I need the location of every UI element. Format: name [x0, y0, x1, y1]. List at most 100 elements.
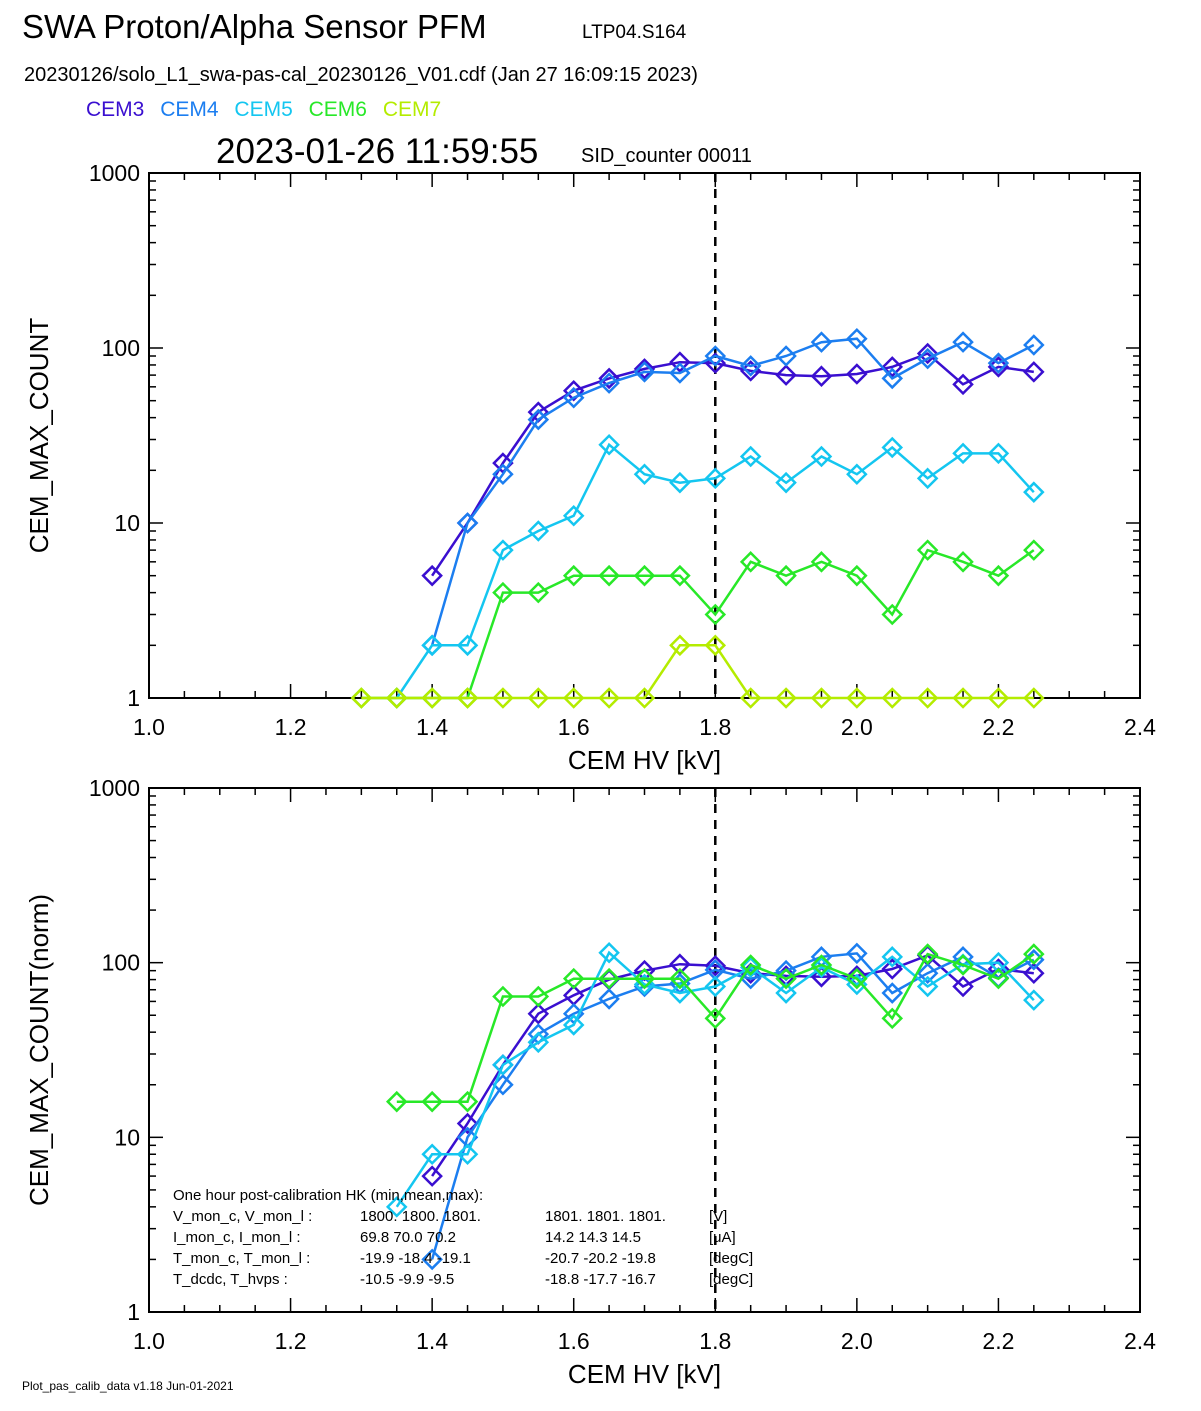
data-point-diamond [739, 687, 762, 709]
data-point-diamond [916, 342, 939, 365]
x-tick-label: 1.4 [416, 1328, 448, 1354]
x-tick-label: 2.0 [841, 714, 873, 740]
data-point-diamond [456, 1143, 479, 1166]
data-point-diamond [1023, 334, 1045, 356]
series-cem5 [385, 433, 1045, 709]
data-point-diamond [669, 564, 691, 587]
data-point-diamond [775, 364, 797, 386]
data-point-diamond [492, 985, 514, 1008]
data-point-diamond [456, 1112, 479, 1135]
hk-row-unit: [uA] [709, 1229, 736, 1246]
x-tick-label: 1.0 [133, 1328, 165, 1354]
data-point-diamond [987, 967, 1010, 990]
data-point-diamond [421, 634, 443, 657]
data-point-diamond [846, 687, 868, 709]
data-point-diamond [810, 966, 833, 988]
data-point-diamond [669, 471, 691, 494]
data-point-diamond [421, 1165, 443, 1187]
data-point-diamond [456, 1090, 479, 1113]
series-cem6 [385, 943, 1045, 1113]
data-point-diamond [739, 445, 762, 468]
hk-row-name: T_mon_c, T_mon_l : [173, 1250, 310, 1267]
data-point-diamond [421, 687, 443, 709]
data-point-diamond [846, 327, 868, 350]
data-point-diamond [633, 463, 656, 485]
data-point-diamond [846, 967, 868, 990]
series-line [431, 953, 1034, 1177]
data-point-diamond [952, 442, 974, 465]
x-tick-label: 1.8 [699, 1328, 731, 1354]
data-point-diamond [952, 687, 974, 709]
series-line [361, 644, 1034, 700]
sid-counter: SID_counter 00011 [581, 145, 752, 167]
hk-row-lv-values: 69.8 70.0 70.2 [360, 1229, 456, 1246]
data-point-diamond [1023, 687, 1045, 709]
data-point-diamond [987, 687, 1010, 709]
series-cem4 [421, 327, 1045, 657]
data-point-diamond [952, 373, 974, 396]
data-point-diamond [916, 962, 939, 984]
data-point-diamond [456, 634, 479, 657]
page-title: SWA Proton/Alpha Sensor PFM [22, 8, 487, 45]
data-point-diamond [952, 551, 974, 573]
data-point-diamond [881, 603, 904, 626]
hk-row-unit: [degC] [709, 1271, 753, 1288]
hk-row-name: T_dcdc, T_hvps : [173, 1271, 288, 1288]
data-point-diamond [739, 355, 762, 377]
data-point-diamond [598, 687, 620, 709]
hk-row-hv-values: 14.2 14.3 14.5 [545, 1229, 641, 1246]
data-point-diamond [775, 982, 797, 1004]
data-point-diamond [881, 982, 904, 1004]
data-point-diamond [1023, 989, 1045, 1011]
data-point-diamond [810, 365, 833, 387]
data-point-diamond [562, 967, 585, 990]
data-point-diamond [562, 1014, 585, 1036]
data-point-diamond [881, 367, 904, 390]
data-point-diamond [527, 1002, 550, 1025]
data-point-diamond [421, 564, 443, 587]
data-point-diamond [881, 958, 904, 980]
data-point-diamond [562, 687, 585, 709]
data-point-diamond [421, 1248, 443, 1271]
data-point-diamond [704, 603, 727, 626]
data-point-diamond [952, 331, 974, 353]
x-axis-label: CEM HV [kV] [568, 1359, 721, 1389]
data-point-diamond [881, 687, 904, 709]
data-point-diamond [633, 564, 656, 587]
data-point-diamond [810, 954, 833, 976]
data-point-diamond [669, 351, 691, 373]
legend-cem4: CEM4 [160, 98, 219, 121]
series-line [396, 952, 1035, 1103]
series-line [430, 952, 1035, 1260]
plot-frame [148, 172, 1141, 699]
hk-row-hv-values: -18.8 -17.7 -16.7 [545, 1271, 656, 1288]
data-point-diamond [385, 687, 408, 709]
data-point-diamond [598, 988, 620, 1010]
x-tick-label: 1.6 [558, 714, 590, 740]
data-point-diamond [527, 581, 550, 604]
hk-title: One hour post-calibration HK (min,mean,m… [173, 1187, 483, 1204]
y-tick-label: 1000 [89, 160, 140, 186]
data-point-diamond [562, 504, 585, 527]
data-point-diamond [456, 687, 479, 709]
series-line [395, 950, 1035, 1208]
x-tick-label: 2.4 [1124, 1328, 1156, 1354]
series-line [431, 352, 1034, 577]
data-point-diamond [598, 564, 620, 587]
x-tick-label: 1.8 [699, 714, 731, 740]
data-point-diamond [704, 345, 727, 367]
data-point-diamond [562, 564, 585, 587]
data-point-diamond [987, 352, 1010, 374]
y-axis-label: CEM_MAX_COUNT(norm) [24, 894, 54, 1206]
hk-row-unit: [degC] [709, 1250, 753, 1267]
data-point-diamond [987, 564, 1010, 587]
hk-row-lv-values: 1800. 1800. 1801. [360, 1208, 481, 1225]
legend-cem6: CEM6 [308, 98, 367, 121]
run-id: LTP04.S164 [582, 22, 687, 43]
data-point-diamond [633, 358, 656, 380]
data-point-diamond [598, 367, 620, 390]
hk-row-hv-values: 1801. 1801. 1801. [545, 1208, 666, 1225]
series-line [430, 337, 1035, 646]
data-point-diamond [846, 463, 868, 485]
